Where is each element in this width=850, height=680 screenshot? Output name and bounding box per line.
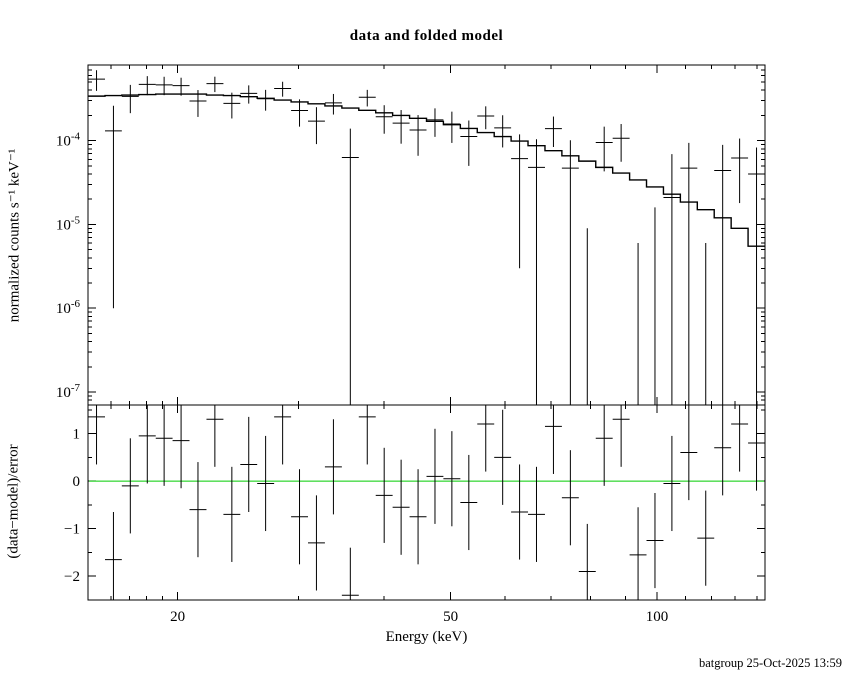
tick-marks	[88, 65, 765, 600]
x-axis-label: Energy (keV)	[385, 629, 468, 645]
model-line	[88, 93, 765, 247]
svg-text:20: 20	[170, 609, 185, 625]
svg-text:10-7: 10-7	[56, 382, 81, 401]
svg-text:50: 50	[443, 609, 458, 625]
timestamp-footer: batgroup 25-Oct-2025 13:59	[698, 656, 842, 670]
tick-labels: 20 50 100 10-4 10-5 10-6 10-7 −2 −1 0 1	[56, 131, 668, 625]
svg-text:−1: −1	[64, 522, 80, 538]
svg-text:−2: −2	[64, 569, 80, 585]
svg-text:100: 100	[646, 609, 669, 625]
chart-title: data and folded model	[349, 28, 504, 44]
svg-text:1: 1	[73, 427, 81, 443]
svg-text:0: 0	[73, 474, 81, 490]
spectrum-data-points	[88, 70, 765, 405]
axes-frame	[87, 64, 766, 601]
residual-data-points	[88, 405, 765, 600]
svg-text:10-5: 10-5	[56, 214, 81, 233]
svg-text:10-6: 10-6	[56, 298, 81, 317]
svg-text:10-4: 10-4	[56, 131, 81, 150]
